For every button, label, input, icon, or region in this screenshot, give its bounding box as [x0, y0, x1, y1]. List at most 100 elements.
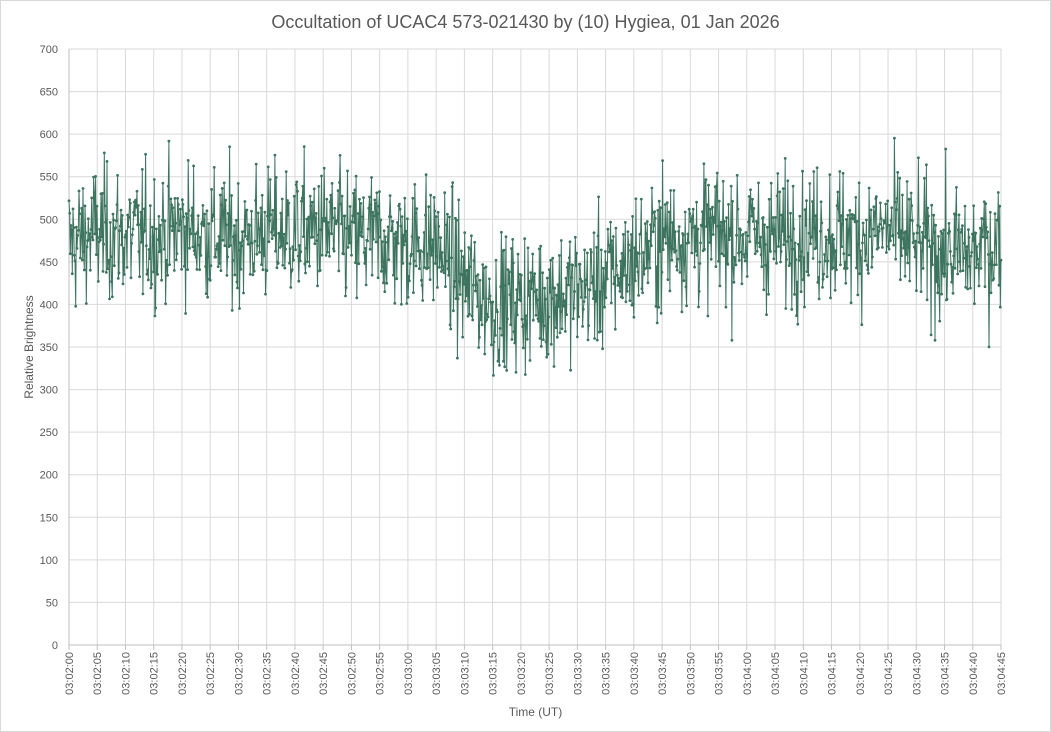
data-point — [821, 285, 824, 289]
data-point — [608, 250, 612, 254]
data-point — [903, 274, 907, 278]
data-point — [976, 257, 980, 261]
data-point — [782, 243, 786, 247]
data-point — [140, 240, 144, 244]
data-point — [717, 199, 721, 203]
data-point — [124, 233, 127, 237]
data-point — [74, 304, 78, 308]
data-point — [972, 204, 976, 208]
data-point — [424, 213, 427, 217]
data-point — [997, 283, 1001, 287]
data-point — [744, 231, 748, 234]
data-point — [440, 251, 444, 254]
data-point — [571, 263, 574, 267]
data-point — [148, 204, 152, 208]
data-point — [206, 295, 210, 299]
data-point — [304, 271, 307, 275]
series-brightness — [67, 136, 1003, 377]
data-point — [265, 269, 269, 272]
data-point — [915, 231, 919, 235]
data-point — [856, 293, 860, 297]
data-point — [307, 215, 311, 219]
data-point — [125, 266, 129, 269]
data-point — [670, 258, 674, 262]
data-point — [749, 204, 753, 208]
data-point — [390, 226, 394, 230]
data-point — [349, 241, 353, 244]
data-point — [675, 265, 678, 268]
data-point — [728, 227, 732, 231]
data-point — [549, 342, 553, 346]
data-point — [280, 244, 283, 248]
data-point — [610, 239, 614, 243]
data-point — [695, 200, 698, 204]
data-point — [642, 272, 646, 276]
data-point — [458, 280, 461, 283]
data-point — [847, 253, 851, 257]
data-point — [323, 219, 327, 223]
data-point — [331, 216, 335, 220]
data-point — [589, 248, 592, 251]
data-point — [133, 213, 137, 217]
data-point — [401, 262, 405, 265]
data-point — [835, 268, 838, 272]
data-point — [843, 260, 847, 264]
data-point — [705, 225, 708, 228]
data-point — [389, 215, 393, 219]
x-axis-title: Time (UT) — [508, 705, 563, 719]
data-point — [433, 209, 437, 213]
data-point — [955, 247, 959, 251]
data-point — [88, 232, 92, 236]
data-point — [82, 268, 86, 272]
data-point — [294, 248, 297, 252]
data-point — [357, 262, 361, 266]
data-point — [354, 174, 358, 178]
data-point — [974, 231, 978, 235]
data-point — [697, 290, 701, 293]
data-point — [436, 210, 440, 214]
data-point — [292, 258, 295, 262]
data-point — [941, 232, 944, 235]
data-point — [106, 267, 109, 271]
data-point — [946, 262, 950, 266]
data-point — [854, 196, 858, 199]
data-point — [558, 331, 562, 335]
data-point — [869, 208, 873, 212]
data-point — [947, 222, 951, 225]
data-point — [807, 231, 811, 235]
data-point — [584, 283, 588, 286]
data-point — [652, 223, 656, 227]
data-point — [761, 216, 765, 219]
data-point — [978, 226, 982, 230]
data-point — [384, 270, 388, 274]
data-point — [201, 204, 205, 207]
data-point — [144, 244, 148, 248]
data-point — [416, 249, 420, 253]
data-point — [330, 232, 333, 236]
data-point — [560, 327, 564, 331]
data-point — [822, 272, 826, 276]
data-point — [539, 244, 543, 248]
data-point — [719, 220, 723, 224]
data-point — [497, 348, 501, 352]
data-point — [442, 271, 446, 275]
data-point — [758, 245, 762, 249]
data-point — [362, 196, 365, 200]
data-point — [523, 373, 527, 376]
data-point — [785, 240, 789, 243]
data-point — [253, 239, 257, 243]
data-point — [456, 356, 459, 360]
data-point — [162, 247, 166, 251]
x-tick-label: 03:03:50 — [685, 652, 697, 695]
data-point — [593, 290, 597, 294]
data-point — [893, 200, 897, 204]
data-point — [609, 220, 612, 224]
data-point — [110, 280, 113, 283]
data-point — [238, 307, 241, 310]
data-point — [639, 197, 643, 201]
data-point — [529, 271, 533, 274]
data-point — [318, 269, 322, 272]
data-point — [777, 245, 780, 248]
x-tick-label: 03:03:00 — [403, 652, 415, 695]
data-point — [775, 194, 779, 198]
